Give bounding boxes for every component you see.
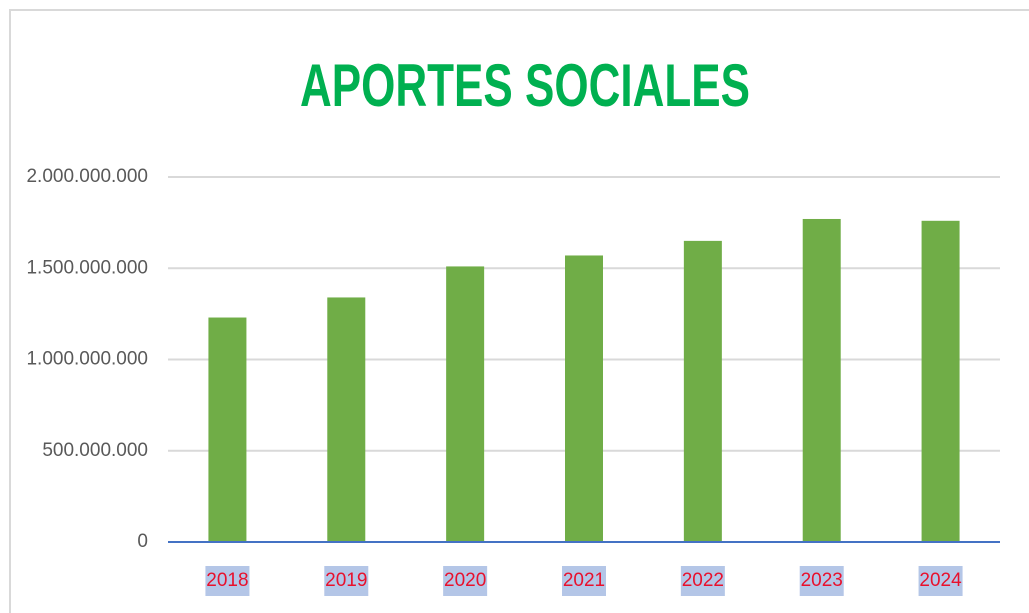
label-highlight xyxy=(443,566,488,596)
chart-title: APORTES SOCIALES xyxy=(300,52,750,119)
x-tick-label: 2021 xyxy=(563,570,605,591)
label-highlight xyxy=(799,566,844,596)
label-highlight xyxy=(562,566,606,596)
y-tick-label: 500.000.000 xyxy=(42,440,148,461)
label-highlight xyxy=(324,566,369,596)
chart-frame xyxy=(9,9,1029,613)
x-tick-label: 2019 xyxy=(325,570,367,591)
bar xyxy=(921,220,960,543)
x-tick-label: 2023 xyxy=(801,570,843,591)
bar xyxy=(683,240,722,542)
x-tick-label: 2024 xyxy=(919,570,962,591)
bar xyxy=(208,317,247,542)
y-tick-label: 2.000.000.000 xyxy=(26,166,148,187)
x-tick-label: 2022 xyxy=(682,570,724,591)
label-highlight xyxy=(205,566,250,596)
y-tick-label: 1.000.000.000 xyxy=(26,349,148,370)
label-highlight xyxy=(680,566,725,596)
x-tick-label: 2020 xyxy=(444,570,486,591)
y-tick-label: 0 xyxy=(137,531,148,552)
x-tick-label: 2018 xyxy=(206,570,248,591)
bar xyxy=(327,297,366,542)
y-tick-label: 1.500.000.000 xyxy=(26,257,148,278)
bar xyxy=(802,218,841,542)
bar xyxy=(565,255,603,542)
bar xyxy=(446,266,485,542)
label-highlight xyxy=(918,566,963,596)
